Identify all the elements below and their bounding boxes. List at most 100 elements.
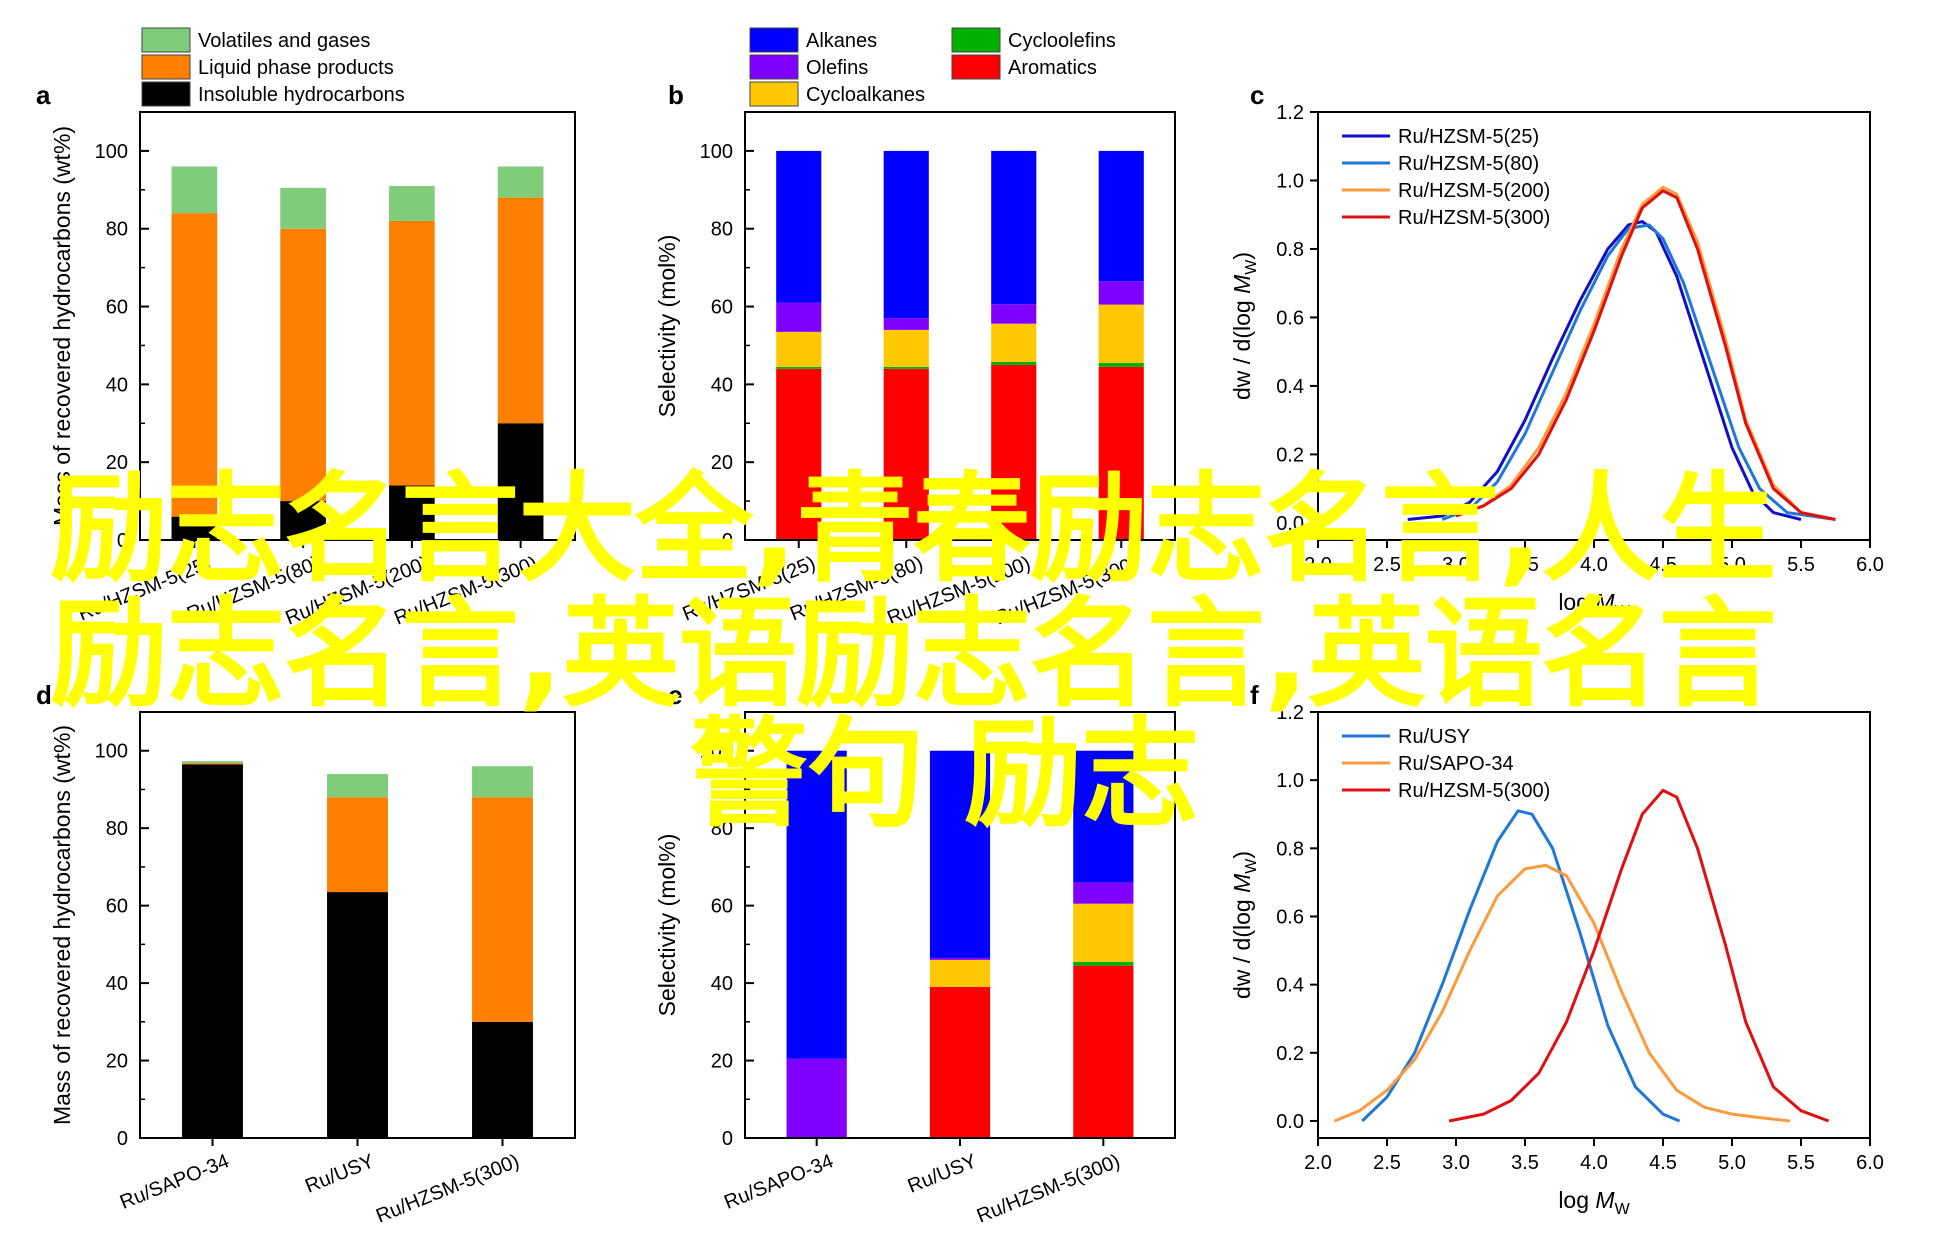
panel-letter: a (36, 80, 51, 110)
y-axis-label: Selectivity (mol%) (654, 235, 680, 418)
bar-volatiles-and-gases (497, 166, 544, 198)
y-tick-label: 1.0 (1276, 770, 1304, 792)
bar-alkanes (776, 150, 822, 303)
y-tick-label: 0 (117, 530, 128, 552)
y-axis-label: Mass of recovered hydrocarbons (wt%) (49, 126, 75, 526)
bar-olefins (786, 1058, 847, 1138)
y-tick-label: 0.2 (1276, 444, 1304, 466)
bar-alkanes (991, 150, 1037, 305)
y-tick-label: 0.2 (1276, 1043, 1304, 1065)
bar-liquid-phase-products (497, 197, 544, 424)
x-tick-label: 3.5 (1511, 554, 1539, 576)
y-tick-label: 1.2 (1276, 102, 1304, 124)
y-tick-label: 40 (106, 374, 128, 396)
x-axis-label: log MW (1558, 1187, 1630, 1218)
x-tick-label: Ru/HZSM-5(300) (974, 1150, 1123, 1227)
x-tick-label: 5.5 (1787, 554, 1815, 576)
x-tick-label: 2.5 (1373, 554, 1401, 576)
y-tick-label: 80 (711, 818, 733, 840)
bar-volatiles-and-gases (389, 185, 435, 221)
y-axis-label: Mass of recovered hydrocarbons (wt%) (49, 725, 75, 1125)
bar-alkanes (1073, 750, 1134, 883)
y-tick-label: 60 (711, 896, 733, 918)
y-tick-label: 0.4 (1276, 376, 1304, 398)
y-tick-label: 20 (106, 452, 128, 474)
series-line-ru-sapo-34 (1334, 863, 1791, 1123)
x-tick-label: 4.0 (1580, 1152, 1608, 1174)
panel-letter: b (668, 80, 684, 110)
bar-volatiles-and-gases (182, 761, 243, 764)
y-tick-label: 40 (711, 973, 733, 995)
plot-frame (744, 111, 1176, 541)
y-tick-label: 20 (711, 1051, 733, 1073)
legend-swatch (141, 54, 191, 80)
y-tick-label: 0.8 (1276, 239, 1304, 261)
plot-frame (139, 111, 576, 541)
bar-liquid-phase-products (472, 797, 533, 1022)
series-line-ru-hzsm-5-200- (1455, 185, 1836, 521)
bar-liquid-phase-products (280, 228, 326, 502)
bar-olefins (1098, 281, 1144, 305)
legend-label: Ru/HZSM-5(300) (1398, 207, 1550, 229)
y-tick-label: 40 (106, 973, 128, 995)
legend-label: Insoluble hydrocarbons (198, 84, 405, 106)
y-axis-label: Selectivity (mol%) (654, 834, 680, 1017)
x-tick-label: 3.0 (1442, 554, 1470, 576)
legend-swatch (749, 81, 799, 107)
y-axis-label: dw / d(log MW) (1229, 252, 1260, 400)
legend-label: Alkanes (806, 30, 877, 52)
y-tick-label: 0.8 (1276, 838, 1304, 860)
bar-cycloolefins (991, 361, 1037, 365)
y-axis-label: dw / d(log MW) (1229, 851, 1260, 999)
bar-insoluble-hydrocarbons (171, 516, 218, 540)
y-tick-label: 0 (722, 1128, 733, 1150)
panel-f: f 2.0 2.5 3.0 3.5 4.0 4.5 5.0 5.5 6.0 0.0 0.2 0.4 0.6… (1229, 680, 1884, 1218)
legend-label: Cycloolefins (1008, 30, 1116, 52)
x-axis-label: log MW (1558, 589, 1630, 620)
series-line-ru-hzsm-5-300- (1455, 189, 1836, 521)
bar-cycloolefins (1073, 961, 1134, 966)
x-tick-label: Ru/SAPO-34 (117, 1150, 232, 1214)
bar-alkanes (1098, 150, 1144, 282)
bar-liquid-phase-products (182, 763, 243, 765)
series-line-ru-hzsm-5-300- (1448, 788, 1830, 1123)
bar-insoluble-hydrocarbons (497, 423, 544, 540)
x-tick-label: 5.0 (1718, 554, 1746, 576)
x-tick-label: Ru/HZSM-5(300) (373, 1150, 522, 1227)
bar-cycloalkanes (1098, 304, 1144, 363)
plot-frame (744, 711, 1176, 1139)
y-tick-label: 80 (106, 219, 128, 241)
legend-label: Liquid phase products (198, 57, 394, 79)
panel-letter: e (668, 680, 682, 710)
legend-label: Ru/HZSM-5(80) (1398, 153, 1539, 175)
bar-cycloalkanes (883, 329, 929, 367)
bar-olefins (991, 304, 1037, 324)
bar-olefins (883, 318, 929, 330)
bar-insoluble-hydrocarbons (280, 501, 326, 540)
panel-letter: d (36, 680, 52, 710)
bar-volatiles-and-gases (327, 773, 388, 798)
bar-insoluble-hydrocarbons (327, 892, 388, 1138)
x-tick-label: Ru/USY (905, 1150, 980, 1197)
legend-swatch (141, 81, 191, 107)
y-tick-label: 0.4 (1276, 975, 1304, 997)
panel-c: c 2.0 2.5 3.0 3.5 4.0 4.5 5.0 5.5 6.0 0.0 0.2 0.4 0.6… (1229, 80, 1884, 620)
x-tick-label: Ru/USY (302, 1150, 377, 1197)
bar-cycloalkanes (929, 959, 991, 987)
bar-volatiles-and-gases (171, 166, 218, 214)
bar-aromatics (929, 986, 991, 1138)
bar-aromatics (883, 368, 929, 540)
bar-olefins (1073, 882, 1134, 904)
y-tick-label: 0.6 (1276, 307, 1304, 329)
x-tick-label: 2.0 (1304, 1152, 1332, 1174)
x-tick-label: Ru/SAPO-34 (721, 1150, 836, 1214)
x-tick-label: 4.5 (1649, 554, 1677, 576)
x-tick-label: 3.5 (1511, 1152, 1539, 1174)
y-tick-label: 100 (95, 741, 128, 763)
series-line-ru-hzsm-5-80- (1441, 223, 1836, 521)
y-tick-label: 100 (700, 741, 733, 763)
y-tick-label: 0.0 (1276, 513, 1304, 535)
legend-label: Volatiles and gases (198, 30, 370, 52)
x-tick-label: 3.0 (1442, 1152, 1470, 1174)
